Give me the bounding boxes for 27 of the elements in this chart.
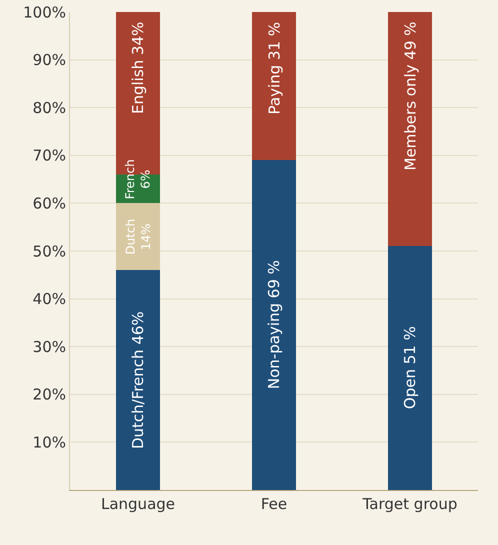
y-tick-label: 40%: [32, 290, 66, 308]
data-label: Paying 31 %: [266, 22, 284, 114]
y-tick-label: 20%: [32, 386, 66, 404]
data-label: French 6%: [122, 159, 152, 200]
x-tick-label: Target group: [362, 495, 458, 513]
y-tick-label: 10%: [32, 433, 66, 452]
y-tick-label: 50%: [32, 242, 66, 260]
bar: [116, 203, 160, 270]
y-tick-label: 80%: [32, 98, 66, 117]
data-label: Non-paying 69 %: [264, 260, 283, 390]
data-label: Members only 49 %: [402, 22, 420, 170]
bar: [252, 160, 296, 490]
bar: [116, 270, 160, 490]
x-tick-label: Fee: [260, 495, 288, 513]
y-tick-label: 90%: [32, 51, 66, 70]
data-label: Dutch/French 46%: [128, 311, 147, 450]
y-tick-label: 30%: [32, 338, 66, 356]
y-tick-label: 60%: [32, 194, 66, 212]
data-label: Dutch 14%: [123, 218, 153, 255]
y-tick-label: 100%: [23, 3, 66, 22]
bar: [252, 12, 296, 160]
bar: [388, 246, 432, 490]
data-label: Open 51 %: [400, 326, 419, 410]
bar: [388, 12, 432, 246]
data-label: English 34%: [129, 22, 147, 114]
x-tick-label: Language: [100, 495, 176, 513]
y-tick-label: 70%: [32, 146, 66, 165]
